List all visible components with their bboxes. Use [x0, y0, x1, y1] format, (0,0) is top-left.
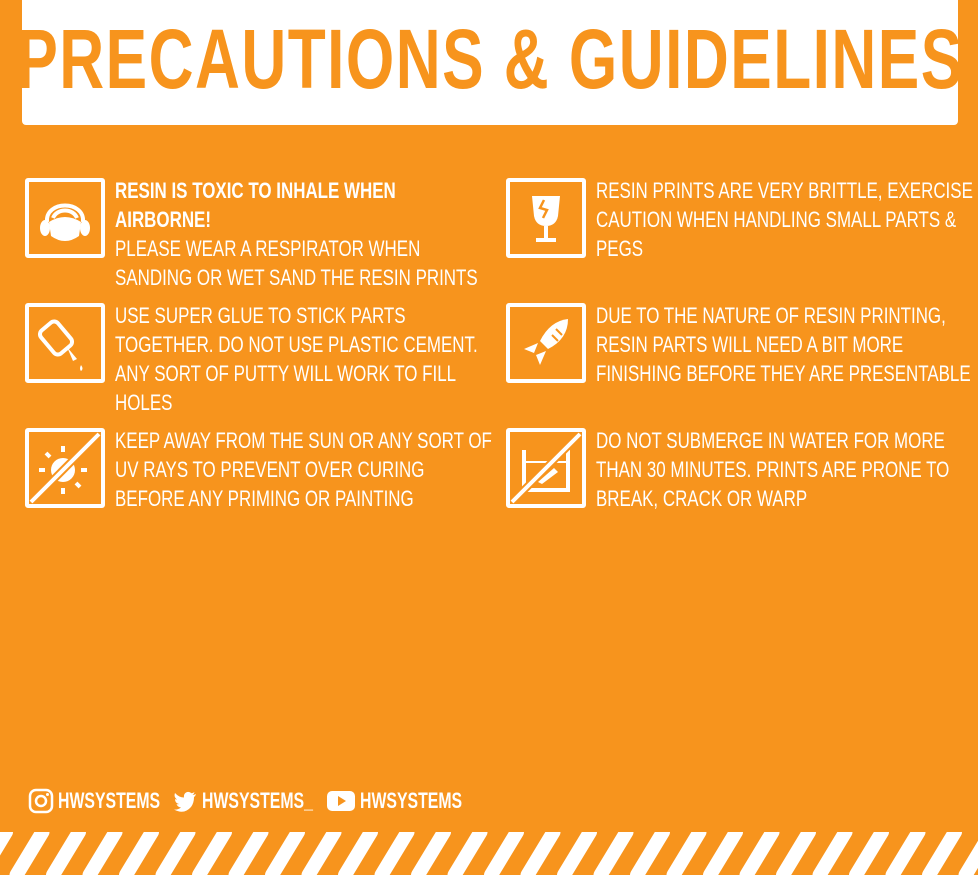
- hazard-stripe: [630, 832, 670, 875]
- guideline-body: DO NOT SUBMERGE IN WATER FOR MORE THAN 3…: [596, 428, 950, 511]
- glue-bottle-icon: [25, 303, 105, 383]
- hazard-stripe: [265, 832, 305, 875]
- title-banner: PRECAUTIONS & GUIDELINES: [22, 0, 958, 125]
- hazard-stripe: [228, 832, 269, 875]
- hazard-stripe: [338, 832, 378, 875]
- guideline-body: PLEASE WEAR A RESPIRATOR WHEN SANDING OR…: [115, 236, 478, 290]
- hazard-stripe: [155, 832, 196, 875]
- social-youtube[interactable]: HWSYSTEMS: [326, 786, 502, 816]
- hazard-stripe: [82, 832, 123, 875]
- fragile-glass-icon: [506, 178, 586, 258]
- guideline-text: DUE TO THE NATURE OF RESIN PRINTING, RES…: [596, 301, 973, 388]
- sanding-rocket-icon: [506, 303, 586, 383]
- hazard-stripe: [958, 840, 978, 875]
- page-title: PRECAUTIONS & GUIDELINES: [22, 12, 958, 106]
- hazard-stripe: [666, 832, 707, 875]
- hazard-stripe: [447, 832, 488, 875]
- hazard-stripe: [557, 832, 597, 875]
- guideline-item: USE SUPER GLUE TO STICK PARTS TOGETHER. …: [25, 303, 485, 415]
- hazard-stripe: [739, 832, 780, 875]
- hazard-stripe: [812, 832, 853, 875]
- twitter-icon: [174, 791, 196, 812]
- guideline-body: DUE TO THE NATURE OF RESIN PRINTING, RES…: [596, 303, 971, 386]
- respirator-icon: [25, 178, 105, 258]
- hazard-stripe: [885, 832, 926, 875]
- hazard-stripe: [9, 832, 50, 875]
- hazard-stripe: [0, 832, 13, 856]
- social-twitter[interactable]: HWSYSTEMS_: [172, 786, 356, 816]
- hazard-stripe: [119, 832, 159, 875]
- instagram-icon: [28, 788, 54, 814]
- hazard-stripe: [484, 832, 524, 875]
- social-handle: HWSYSTEMS_: [202, 788, 313, 813]
- guideline-item: KEEP AWAY FROM THE SUN OR ANY SORT OF UV…: [25, 428, 492, 512]
- hazard-stripe: [849, 832, 889, 875]
- guideline-item: DO NOT SUBMERGE IN WATER FOR MORE THAN 3…: [506, 428, 966, 512]
- guideline-text: RESIN IS TOXIC TO INHALE WHEN AIRBORNE! …: [115, 176, 492, 292]
- guideline-text: KEEP AWAY FROM THE SUN OR ANY SORT OF UV…: [115, 426, 492, 513]
- social-instagram[interactable]: HWSYSTEMS: [28, 786, 200, 816]
- guideline-body: KEEP AWAY FROM THE SUN OR ANY SORT OF UV…: [115, 428, 492, 511]
- hazard-stripe: [593, 832, 634, 875]
- hazard-stripe: [374, 832, 415, 875]
- guideline-text: USE SUPER GLUE TO STICK PARTS TOGETHER. …: [115, 301, 492, 417]
- hazard-stripe: [520, 832, 561, 875]
- hazard-stripe: [301, 832, 342, 875]
- guideline-body: RESIN PRINTS ARE VERY BRITTLE, EXERCISE …: [596, 178, 973, 261]
- guideline-item: DUE TO THE NATURE OF RESIN PRINTING, RES…: [506, 303, 971, 387]
- youtube-icon: [327, 791, 355, 811]
- hazard-stripe: [411, 832, 451, 875]
- hazard-stripe: [46, 832, 86, 875]
- guideline-body: USE SUPER GLUE TO STICK PARTS TOGETHER. …: [115, 303, 478, 415]
- guideline-text: DO NOT SUBMERGE IN WATER FOR MORE THAN 3…: [596, 426, 973, 513]
- hazard-stripe: [192, 832, 232, 875]
- guideline-item: RESIN IS TOXIC TO INHALE WHEN AIRBORNE! …: [25, 178, 485, 290]
- hazard-stripe: [776, 832, 816, 875]
- hazard-stripe: [922, 832, 962, 875]
- hazard-stripes: [0, 832, 978, 875]
- guideline-item: RESIN PRINTS ARE VERY BRITTLE, EXERCISE …: [506, 178, 973, 262]
- no-water-icon: [506, 428, 586, 508]
- no-sun-icon: [25, 428, 105, 508]
- social-handle: HWSYSTEMS: [58, 788, 161, 813]
- social-handle: HWSYSTEMS: [360, 788, 463, 813]
- guideline-text: RESIN PRINTS ARE VERY BRITTLE, EXERCISE …: [596, 176, 973, 263]
- hazard-stripe: [703, 832, 743, 875]
- guideline-lead: RESIN IS TOXIC TO INHALE WHEN AIRBORNE!: [115, 178, 396, 232]
